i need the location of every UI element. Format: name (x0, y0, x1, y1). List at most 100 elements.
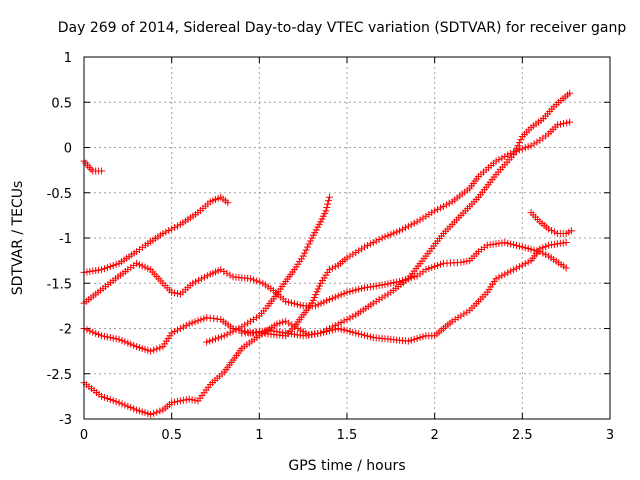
data-point-marker (156, 344, 164, 352)
data-point-marker (501, 239, 509, 247)
data-point-marker (457, 258, 465, 266)
data-point-marker (106, 396, 114, 404)
data-point-marker (349, 287, 357, 295)
data-point-marker (337, 325, 345, 333)
data-point-marker (512, 242, 520, 250)
data-point-marker (127, 340, 135, 348)
y-tick-label: -1.5 (47, 277, 72, 292)
data-point-marker (495, 273, 503, 281)
x-tick-label: 3 (606, 428, 614, 443)
data-point-marker (235, 324, 243, 332)
data-point-marker (352, 329, 360, 337)
x-tick-label: 0 (80, 428, 88, 443)
data-point-marker (442, 201, 450, 209)
y-tick-label: -0.5 (47, 187, 72, 202)
data-point-marker (375, 296, 383, 304)
x-tick-label: 2.5 (512, 428, 533, 443)
data-point-marker (197, 275, 205, 283)
data-point-marker (89, 328, 97, 336)
data-point-marker (100, 265, 108, 273)
data-point-marker (410, 335, 418, 343)
data-point-marker (390, 229, 398, 237)
data-point-marker (539, 244, 547, 252)
data-point-marker (521, 244, 529, 252)
data-point-marker (285, 298, 293, 306)
data-point-marker (325, 296, 333, 304)
data-point-marker (150, 409, 158, 417)
data-point-marker (422, 212, 430, 220)
data-point-marker (419, 333, 427, 341)
data-point-marker (322, 207, 330, 215)
data-point-marker (109, 397, 117, 405)
data-point-marker (527, 245, 535, 253)
data-point-marker (159, 229, 167, 237)
y-tick-label: -1 (59, 232, 72, 247)
data-point-marker (95, 331, 103, 339)
data-point-marker (346, 328, 354, 336)
data-point-marker (98, 167, 106, 175)
x-tick-label: 0.5 (161, 428, 182, 443)
data-point-marker (346, 314, 354, 322)
data-point-marker (87, 165, 95, 173)
data-point-marker (168, 225, 176, 233)
data-point-marker (512, 147, 520, 155)
data-point-marker (416, 216, 424, 224)
data-point-marker (512, 264, 520, 272)
series-arc-7 (203, 193, 333, 346)
data-point-marker (191, 396, 199, 404)
data-point-marker (226, 271, 234, 279)
data-point-marker (98, 392, 106, 400)
data-point-marker (304, 243, 312, 251)
data-point-marker (282, 317, 290, 325)
data-point-marker (410, 219, 418, 227)
data-point-marker (527, 142, 535, 150)
data-point-marker (313, 288, 321, 296)
data-point-marker (220, 267, 228, 275)
data-point-marker (121, 401, 129, 409)
x-tick-label: 1 (255, 428, 263, 443)
data-point-marker (174, 398, 182, 406)
data-point-marker (83, 326, 91, 334)
data-point-marker (349, 312, 357, 320)
data-point-marker (363, 242, 371, 250)
data-point-marker (106, 334, 114, 342)
data-point-marker (176, 325, 184, 332)
data-point-marker (517, 136, 525, 144)
series-arc-6 (238, 118, 574, 340)
y-tick-label: -3 (59, 413, 72, 428)
data-point-marker (545, 225, 553, 233)
data-point-marker (171, 289, 179, 297)
data-point-marker (404, 337, 412, 345)
data-point-marker (279, 318, 287, 326)
data-point-marker (566, 118, 574, 126)
data-point-marker (98, 332, 106, 340)
data-point-marker (325, 266, 333, 274)
data-point-marker (524, 245, 532, 253)
data-point-marker (103, 394, 111, 402)
data-point-marker (195, 276, 203, 284)
data-point-marker (165, 226, 173, 234)
data-point-marker (355, 285, 363, 293)
data-point-marker (250, 276, 258, 284)
series-arc-5 (80, 89, 574, 418)
data-point-marker (299, 252, 307, 260)
data-point-marker (369, 299, 377, 307)
data-point-marker (115, 399, 123, 407)
data-point-marker (358, 285, 366, 293)
data-point-marker (378, 234, 386, 242)
data-point-marker (492, 275, 500, 283)
data-point-marker (396, 227, 404, 235)
data-point-marker (306, 237, 314, 245)
data-point-marker (515, 263, 523, 271)
data-point-marker (358, 245, 366, 253)
data-point-marker (331, 321, 339, 329)
data-point-marker (118, 400, 126, 408)
data-point-marker (521, 260, 529, 268)
data-point-marker (352, 286, 360, 294)
data-point-marker (501, 270, 509, 278)
data-point-marker (343, 254, 351, 262)
data-point-marker (174, 290, 182, 298)
data-point-marker (553, 121, 561, 129)
data-point-marker (200, 273, 208, 281)
